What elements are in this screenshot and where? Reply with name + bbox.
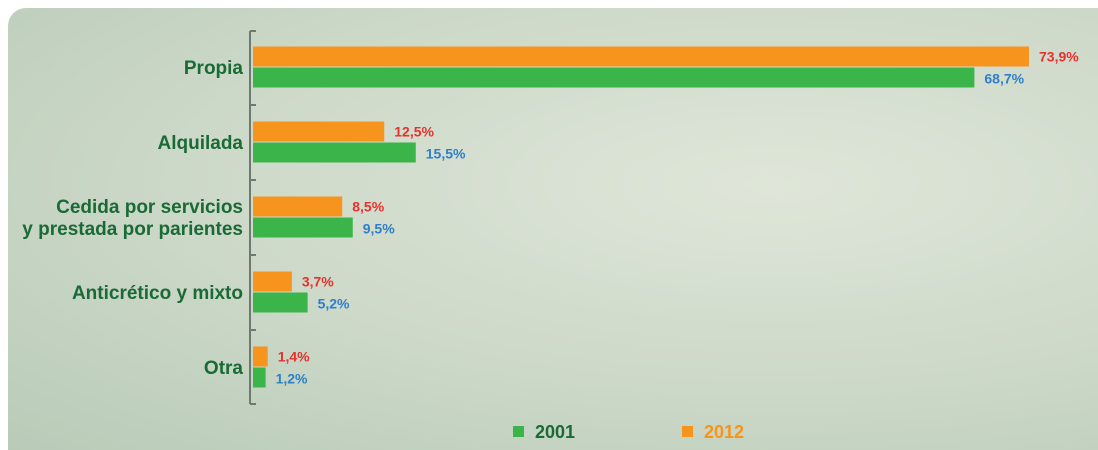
category-label: Propia: [184, 58, 244, 79]
bar-2001: [253, 367, 266, 388]
data-label-2012: 8,5%: [352, 199, 384, 215]
data-label-2001: 15,5%: [426, 146, 466, 162]
data-label-2001: 1,2%: [276, 371, 308, 387]
data-label-2001: 68,7%: [984, 71, 1024, 87]
data-label-2001: 9,5%: [363, 221, 395, 237]
legend-label-2001: 2001: [535, 422, 575, 442]
category-label: y prestada por parientes: [22, 219, 243, 240]
data-label-2012: 12,5%: [394, 124, 434, 140]
data-label-2012: 1,4%: [278, 349, 310, 365]
bar-2012: [253, 46, 1029, 67]
bar-2001: [253, 292, 308, 313]
legend-label-2012: 2012: [704, 422, 744, 442]
bar-2001: [253, 142, 416, 163]
category-label: Anticrético y mixto: [72, 283, 243, 304]
bar-2012: [253, 346, 268, 367]
bar-2001: [253, 67, 975, 88]
data-label-2012: 3,7%: [302, 274, 334, 290]
category-label: Cedida por servicios: [56, 197, 243, 218]
category-label: Otra: [204, 358, 244, 379]
bar-2012: [253, 196, 343, 217]
data-label-2001: 5,2%: [318, 296, 350, 312]
bar-2001: [253, 217, 353, 238]
legend-swatch-2012: [682, 426, 693, 437]
category-label: Alquilada: [157, 133, 243, 154]
bar-2012: [253, 121, 385, 142]
bar-2012: [253, 271, 292, 292]
data-label-2012: 73,9%: [1039, 49, 1079, 65]
legend-swatch-2001: [513, 426, 524, 437]
